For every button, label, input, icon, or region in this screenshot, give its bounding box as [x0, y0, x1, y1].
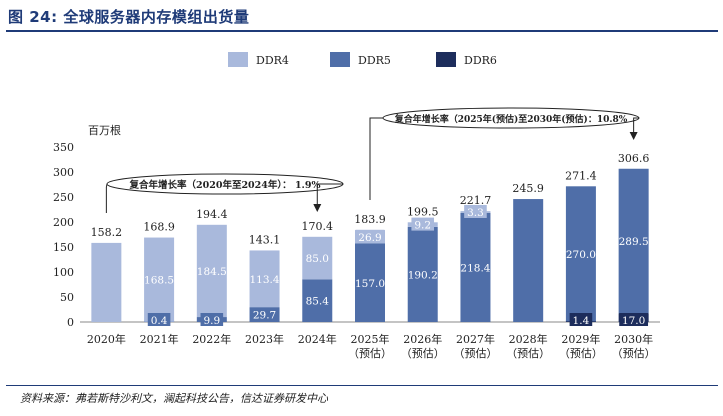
label-bg-ddr4-5 — [355, 229, 385, 243]
y-tick-label: 150 — [53, 241, 74, 254]
x-tick-label-6-1: （预估） — [401, 347, 445, 360]
cagr-text-1: 复合年增长率（2020年至2024年）： 1.9% — [129, 179, 321, 191]
legend-label-ddr5: DDR5 — [358, 54, 391, 67]
data-label-ddr4-2: 184.5 — [197, 266, 227, 278]
label-bg-ddr4-6 — [411, 217, 435, 231]
stacked-bar-chart: 百万根 0 50 100 150 200 250 300 350 DDR4 DDR5 DDR6 0.4 1… — [53, 52, 660, 360]
source-divider — [6, 385, 718, 386]
bar-ddr4-3 — [249, 250, 280, 308]
x-tick-label-9-0: 2029年 — [561, 332, 600, 346]
total-label-2: 194.4 — [196, 208, 228, 221]
cagr-text-2: 复合年增长率（2025年(预估)至2030年(预估)：10.8% — [394, 113, 628, 125]
x-tick-label-10-0: 2030年 — [614, 332, 653, 346]
legend-swatch-ddr4 — [228, 52, 248, 67]
bar-ddr4-2 — [196, 224, 227, 318]
cagr-line-1-join — [105, 183, 108, 188]
total-label-8: 245.9 — [512, 182, 544, 195]
data-label-ddr4-1: 168.5 — [144, 275, 174, 287]
bar-ddr5-9 — [565, 186, 596, 322]
total-label-3: 143.1 — [249, 233, 281, 246]
y-tick-label: 350 — [53, 141, 74, 154]
bar-ddr5-5 — [355, 243, 385, 322]
data-label-ddr5-6: 190.2 — [408, 269, 438, 281]
y-tick-label: 250 — [53, 191, 74, 204]
cagr-arrow-1 — [313, 183, 343, 212]
y-unit-label: 百万根 — [88, 123, 121, 137]
x-tick-label-8-1: （预估） — [506, 347, 550, 360]
bar-ddr5-10 — [618, 168, 649, 314]
data-label-ddr4-3: 113.4 — [250, 274, 280, 286]
title-divider — [6, 30, 718, 32]
label-bg-ddr6-10 — [619, 313, 649, 326]
bar-ddr5-8 — [513, 199, 544, 322]
total-label-10: 306.6 — [618, 152, 650, 165]
data-label-ddr4-7: 3.3 — [467, 207, 484, 219]
total-label-9: 271.4 — [565, 169, 597, 182]
cagr-arrow-2 — [629, 117, 639, 140]
x-tick-label-1-0: 2021年 — [140, 332, 179, 346]
x-tick-label-9-1: （预估） — [559, 347, 603, 360]
label-bg-ddr4-7 — [464, 204, 487, 218]
data-label-ddr5-3: 29.7 — [253, 310, 276, 322]
total-label-7: 221.7 — [460, 194, 492, 207]
x-tick-label-5-0: 2025年 — [351, 332, 390, 346]
source-note: 资料来源：弗若斯特沙利文，澜起科技公告，信达证券研发中心 — [20, 392, 328, 405]
data-label-ddr5-9: 270.0 — [566, 249, 596, 261]
x-tick-label-6-0: 2026年 — [403, 332, 442, 346]
y-tick-label: 0 — [67, 316, 74, 329]
cagr-line-2-left — [369, 117, 383, 200]
bar-ddr4-1 — [144, 237, 175, 322]
y-tick-label: 100 — [53, 266, 74, 279]
total-label-4: 170.4 — [302, 220, 334, 233]
bar-ddr5-3 — [249, 307, 280, 322]
x-tick-label-10-1: （预估） — [612, 347, 656, 360]
legend-label-ddr4: DDR4 — [256, 54, 289, 67]
y-tick-label: 50 — [60, 291, 74, 304]
data-label-ddr5-2: 9.9 — [203, 315, 220, 327]
x-tick-label-8-0: 2028年 — [509, 332, 548, 346]
bar-ddr4-4 — [302, 236, 333, 280]
data-label-ddr5-10: 289.5 — [619, 236, 649, 248]
x-tick-label-2-0: 2022年 — [192, 332, 231, 346]
x-tick-label-0-0: 2020年 — [87, 332, 126, 346]
bar-ddr4-0 — [91, 242, 122, 322]
total-label-0: 158.2 — [91, 226, 123, 239]
total-label-1: 168.9 — [143, 221, 175, 234]
bar-ddr5-6 — [407, 226, 438, 322]
label-bg-ddr5-2 — [200, 313, 224, 326]
x-tick-label-7-1: （预估） — [453, 347, 497, 360]
data-label-ddr4-6: 9.2 — [414, 220, 431, 232]
label-bg-ddr6-9 — [569, 313, 593, 326]
y-tick-label: 300 — [53, 166, 74, 179]
legend-label-ddr6: DDR6 — [464, 54, 497, 67]
bar-ddr5-4 — [302, 279, 333, 322]
data-label-ddr4-4: 85.0 — [306, 253, 329, 265]
data-label-ddr5-4: 85.4 — [306, 296, 330, 308]
data-label-ddr6-10: 17.0 — [622, 315, 645, 327]
bar-ddr5-7 — [460, 212, 491, 322]
legend-swatch-ddr6 — [436, 52, 456, 67]
label-bg-ddr5-1 — [147, 313, 171, 326]
x-tick-label-4-0: 2024年 — [298, 332, 337, 346]
data-label-ddr4-5: 26.9 — [358, 232, 381, 244]
total-label-6: 199.5 — [407, 205, 439, 218]
x-tick-label-3-0: 2023年 — [245, 332, 284, 346]
y-tick-label: 200 — [53, 216, 74, 229]
data-label-ddr6-9: 1.4 — [573, 315, 590, 327]
x-tick-label-5-1: （预估） — [348, 347, 392, 360]
legend-swatch-ddr5 — [330, 52, 350, 67]
data-label-ddr5-1: 0.4 — [151, 315, 168, 327]
total-label-5: 183.9 — [354, 213, 386, 226]
x-tick-label-7-0: 2027年 — [456, 332, 495, 346]
data-label-ddr5-5: 157.0 — [355, 278, 385, 290]
chart-title: 图 24: 全球服务器内存模组出货量 — [8, 8, 250, 26]
data-label-ddr5-7: 218.4 — [460, 262, 490, 274]
